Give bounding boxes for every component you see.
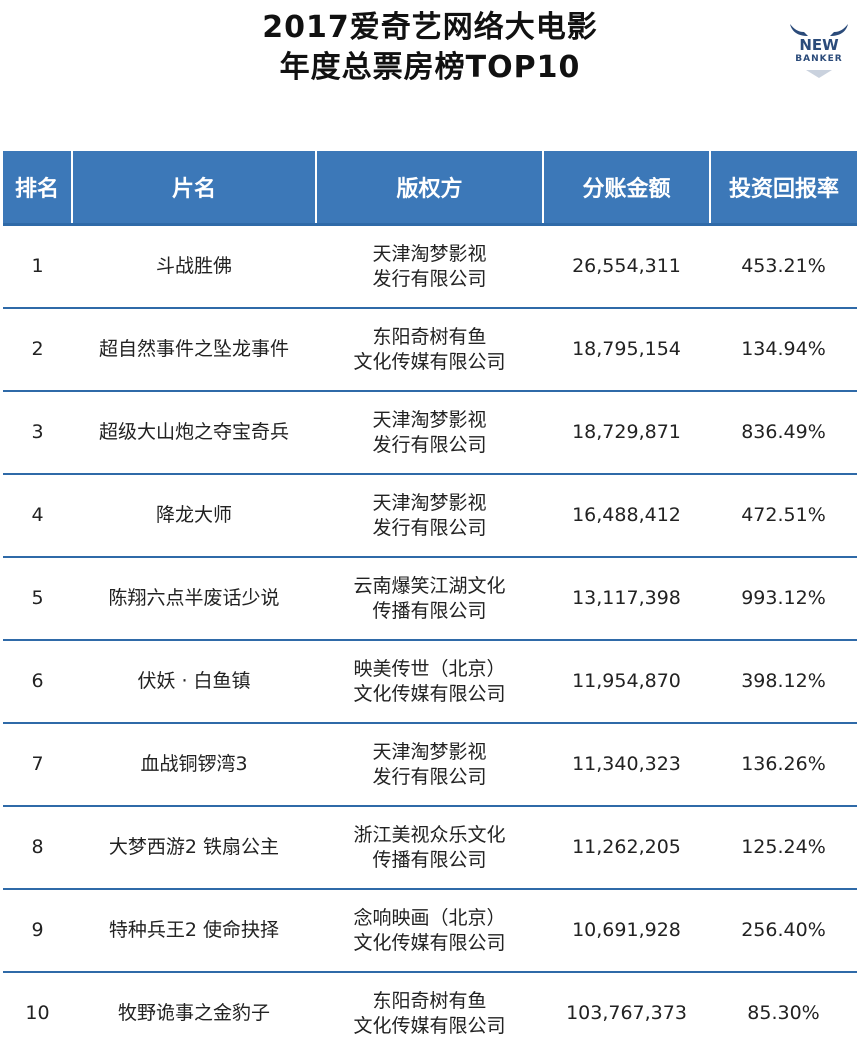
owner-cell: 浙江美视众乐文化 传播有限公司 [316, 806, 543, 890]
logo-text: NEW [799, 36, 839, 54]
title-cell: 血战铜锣湾3 [72, 723, 316, 807]
title-cell: 牧野诡事之金豹子 [117, 1002, 270, 1024]
owner-cell: 天津淘梦影视 发行有限公司 [316, 723, 543, 807]
owner-line: 映美传世（北京） [353, 657, 506, 680]
owner-line: 天津淘梦影视 [372, 242, 487, 265]
rank-cell: 8 [3, 806, 72, 890]
table-row: 9 特种兵王2 使命抉择 念响映画（北京） 文化传媒有限公司 10,691,928… [3, 889, 857, 973]
revenue-cell: 16,488,412 [543, 474, 710, 558]
owner-line: 浙江美视众乐文化 [353, 823, 506, 846]
roi-cell: 256.40% [710, 889, 857, 973]
rank-cell: 6 [3, 640, 72, 724]
revenue-cell: 11,262,205 [543, 806, 710, 890]
rank-cell: 2 [3, 308, 72, 392]
owner-line: 文化传媒有限公司 [353, 931, 506, 954]
owner-cell: 东阳奇树有鱼 文化传媒有限公司 [316, 308, 543, 392]
rank-cell: 10 [25, 1002, 50, 1024]
owner-line: 东阳奇树有鱼 [372, 989, 487, 1012]
owner-line: 文化传媒有限公司 [353, 1014, 506, 1037]
owner-cell: 映美传世（北京） 文化传媒有限公司 [316, 640, 543, 724]
rank-cell: 9 [3, 889, 72, 973]
rank-cell: 1 [3, 223, 72, 309]
table-row: 5 陈翔六点半废话少说 云南爆笑江湖文化 传播有限公司 13,117,398 99… [3, 557, 857, 641]
owner-cell: 念响映画（北京） 文化传媒有限公司 [316, 889, 543, 973]
header-revenue: 分账金额 [542, 151, 710, 225]
revenue-cell: 13,117,398 [543, 557, 710, 641]
logo-subtext: BANKER [795, 54, 843, 64]
owner-line: 传播有限公司 [372, 599, 487, 622]
revenue-cell: 26,554,311 [543, 223, 710, 309]
title-cell: 陈翔六点半废话少说 [72, 557, 316, 641]
rank-cell: 4 [3, 474, 72, 558]
roi-cell: 472.51% [710, 474, 857, 558]
roi-cell: 993.12% [710, 557, 857, 641]
revenue-cell: 11,954,870 [543, 640, 710, 724]
owner-line: 东阳奇树有鱼 [372, 325, 487, 348]
owner-line: 文化传媒有限公司 [353, 350, 506, 373]
owner-cell: 天津淘梦影视 发行有限公司 [316, 223, 543, 309]
owner-line: 天津淘梦影视 [372, 408, 487, 431]
owner-line: 发行有限公司 [372, 433, 487, 456]
owner-line: 天津淘梦影视 [372, 491, 487, 514]
title-cell: 超自然事件之坠龙事件 [72, 308, 316, 392]
roi-cell: 85.30% [747, 1002, 820, 1024]
revenue-cell: 103,767,373 [566, 1002, 687, 1024]
table-row: 1 斗战胜佛 天津淘梦影视 发行有限公司 26,554,311 453.21% [3, 223, 857, 309]
owner-line: 云南爆笑江湖文化 [353, 574, 506, 597]
roi-cell: 453.21% [710, 223, 857, 309]
owner-line: 文化传媒有限公司 [353, 682, 506, 705]
rank-cell: 7 [3, 723, 72, 807]
title-line-1: 2017爱奇艺网络大电影 [262, 10, 598, 45]
owner-cell: 天津淘梦影视 发行有限公司 [316, 391, 543, 475]
title-line-2: 年度总票房榜TOP10 [279, 50, 581, 85]
table-row: 3 超级大山炮之夺宝奇兵 天津淘梦影视 发行有限公司 18,729,871 836… [3, 391, 857, 475]
title-cell: 超级大山炮之夺宝奇兵 [72, 391, 316, 475]
owner-line: 传播有限公司 [372, 848, 487, 871]
table-row: 7 血战铜锣湾3 天津淘梦影视 发行有限公司 11,340,323 136.26% [3, 723, 857, 807]
table-row: 10 牧野诡事之金豹子 东阳奇树有鱼 文化传媒有限公司 103,767,373 8… [3, 972, 857, 1054]
ranking-table: 排名 片名 版权方 分账金额 投资回报率 1 斗战胜佛 天津淘梦影视 发行有限公司… [3, 151, 857, 1054]
table-row: 4 降龙大师 天津淘梦影视 发行有限公司 16,488,412 472.51% [3, 474, 857, 558]
revenue-cell: 10,691,928 [543, 889, 710, 973]
roi-cell: 134.94% [710, 308, 857, 392]
header-owner: 版权方 [315, 151, 543, 225]
header-title: 片名 [71, 151, 316, 225]
roi-cell: 125.24% [710, 806, 857, 890]
owner-line: 发行有限公司 [372, 267, 487, 290]
owner-line: 天津淘梦影视 [372, 740, 487, 763]
header-roi: 投资回报率 [709, 151, 857, 225]
rank-cell: 5 [3, 557, 72, 641]
roi-cell: 136.26% [710, 723, 857, 807]
title-cell: 降龙大师 [72, 474, 316, 558]
title-cell: 斗战胜佛 [72, 223, 316, 309]
owner-line: 念响映画（北京） [353, 906, 506, 929]
title-cell: 伏妖 · 白鱼镇 [72, 640, 316, 724]
table-row: 8 大梦西游2 铁扇公主 浙江美视众乐文化 传播有限公司 11,262,205 1… [3, 806, 857, 890]
revenue-cell: 18,795,154 [543, 308, 710, 392]
rank-cell: 3 [3, 391, 72, 475]
revenue-cell: 18,729,871 [543, 391, 710, 475]
table-header-row: 排名 片名 版权方 分账金额 投资回报率 [3, 151, 857, 225]
roi-cell: 836.49% [710, 391, 857, 475]
title-cell: 特种兵王2 使命抉择 [72, 889, 316, 973]
table-row: 6 伏妖 · 白鱼镇 映美传世（北京） 文化传媒有限公司 11,954,870 3… [3, 640, 857, 724]
brand-logo: NEW BANKER [786, 20, 852, 80]
roi-cell: 398.12% [710, 640, 857, 724]
owner-cell: 天津淘梦影视 发行有限公司 [316, 474, 543, 558]
owner-cell: 东阳奇树有鱼 文化传媒有限公司 [316, 972, 543, 1054]
owner-line: 发行有限公司 [372, 516, 487, 539]
page-title: 2017爱奇艺网络大电影 年度总票房榜TOP10 [0, 8, 860, 88]
header-rank: 排名 [3, 151, 72, 225]
bull-horns-icon [790, 24, 848, 78]
table-row: 2 超自然事件之坠龙事件 东阳奇树有鱼 文化传媒有限公司 18,795,154 1… [3, 308, 857, 392]
owner-cell: 云南爆笑江湖文化 传播有限公司 [316, 557, 543, 641]
owner-line: 发行有限公司 [372, 765, 487, 788]
title-cell: 大梦西游2 铁扇公主 [72, 806, 316, 890]
revenue-cell: 11,340,323 [543, 723, 710, 807]
